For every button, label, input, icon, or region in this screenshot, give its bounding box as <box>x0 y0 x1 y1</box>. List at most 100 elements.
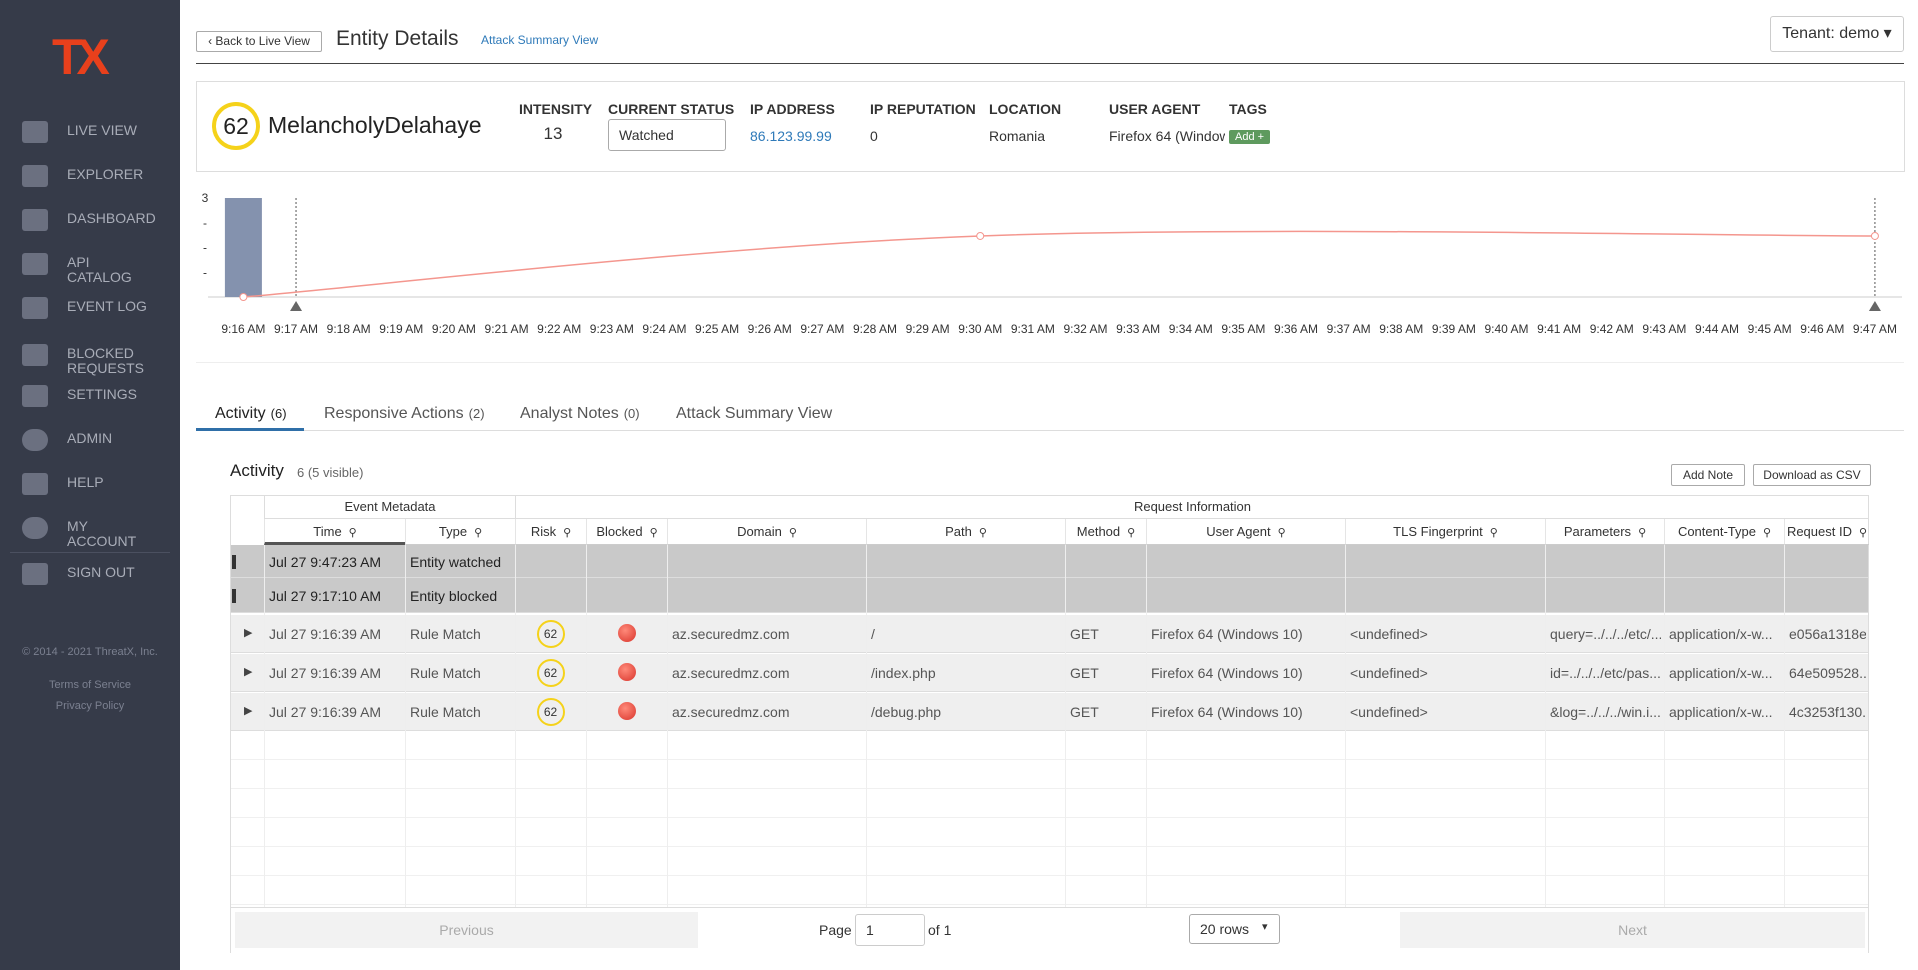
field-value[interactable]: 86.123.99.99 <box>750 128 832 144</box>
tab-label[interactable]: Analyst Notes <box>520 405 619 422</box>
search-icon[interactable]: ⚲ <box>1277 527 1286 539</box>
table-cell: application/x-w... <box>1669 704 1773 720</box>
x-tick-label: 9:41 AM <box>1537 322 1581 336</box>
score-circle: 62 <box>212 102 260 150</box>
search-icon[interactable]: ⚲ <box>788 527 797 539</box>
column-line <box>866 545 867 907</box>
column-header[interactable]: Content-Type ⚲ <box>1664 519 1784 545</box>
nav-item[interactable]: LIVE VIEW <box>67 122 138 138</box>
column-title[interactable]: Method <box>1076 524 1121 539</box>
column-title[interactable]: Domain <box>737 524 782 539</box>
page-label: Page <box>819 922 852 938</box>
nav-item[interactable]: ADMIN <box>67 430 113 446</box>
expand-toggle[interactable]: ▶ <box>244 705 253 717</box>
header-rule <box>196 63 1904 64</box>
column-title[interactable]: Path <box>945 524 972 539</box>
search-icon[interactable]: ⚲ <box>1489 527 1498 539</box>
column-header[interactable]: Method ⚲ <box>1065 519 1146 545</box>
sidebar-footer[interactable]: Privacy Policy <box>55 700 125 712</box>
risk-badge: 62 <box>536 620 565 648</box>
expand-toggle[interactable]: ▶ <box>244 627 253 639</box>
nav-item[interactable]: HELP <box>67 474 104 490</box>
column-title[interactable]: Request ID <box>1786 524 1852 539</box>
table-cell: application/x-w... <box>1669 626 1773 642</box>
search-icon[interactable]: ⚲ <box>474 527 483 539</box>
table-cell: Rule Match <box>410 665 481 681</box>
rows-select[interactable]: 20 rows <box>1189 914 1280 944</box>
nav-item[interactable]: EVENT LOG <box>67 298 147 314</box>
column-title[interactable]: Type <box>438 524 468 539</box>
tenant-select[interactable]: Tenant: demo ▾ <box>1770 16 1904 52</box>
tab[interactable]: Analyst Notes (0) <box>520 405 640 423</box>
column-header[interactable]: TLS Fingerprint ⚲ <box>1345 519 1545 545</box>
nav-icon <box>22 209 48 231</box>
nav-item[interactable]: DASHBOARD <box>67 210 156 226</box>
column-header[interactable]: Time ⚲ <box>264 519 405 545</box>
field-label: TAGS <box>1229 101 1267 117</box>
column-header[interactable]: Domain ⚲ <box>667 519 866 545</box>
add-tag[interactable]: Add + <box>1229 130 1271 144</box>
column-header[interactable]: User Agent ⚲ <box>1146 519 1345 545</box>
search-icon[interactable]: ⚲ <box>348 527 357 539</box>
nav-item[interactable]: BLOCKED REQUESTS <box>67 345 145 376</box>
tab[interactable]: Activity (6) <box>215 405 287 423</box>
column-title[interactable]: TLS Fingerprint <box>1393 524 1483 539</box>
x-tick-label: 9:39 AM <box>1432 322 1476 336</box>
sidebar-footer[interactable]: Terms of Service <box>49 679 131 691</box>
column-header[interactable]: Type ⚲ <box>405 519 515 545</box>
column-header[interactable]: Parameters ⚲ <box>1545 519 1664 545</box>
sidebar-divider <box>10 552 170 553</box>
table-cell: Jul 27 9:47:23 AM <box>269 553 382 570</box>
nav-item[interactable]: SIGN OUT <box>67 564 135 580</box>
column-title[interactable]: User Agent <box>1206 524 1271 539</box>
nav-item[interactable]: EXPLORER <box>67 166 144 182</box>
column-title[interactable]: Parameters <box>1563 524 1632 539</box>
search-icon[interactable]: ⚲ <box>1762 527 1772 539</box>
search-icon[interactable]: ⚲ <box>1858 527 1868 539</box>
status-select[interactable]: Watched <box>608 119 726 151</box>
search-icon[interactable]: ⚲ <box>649 527 658 539</box>
column-line <box>667 545 668 907</box>
column-header[interactable]: Blocked ⚲ <box>586 519 667 545</box>
x-tick-label: 9:29 AM <box>906 322 950 336</box>
nav-item[interactable]: SETTINGS <box>67 386 138 402</box>
table-cell: /debug.php <box>871 704 942 720</box>
x-tick-label: 9:22 AM <box>537 322 581 336</box>
nav-item[interactable]: API CATALOG <box>67 254 132 285</box>
search-icon[interactable]: ⚲ <box>563 527 572 539</box>
expand-toggle[interactable]: ▶ <box>244 666 253 678</box>
y-tick-label: 3 <box>202 191 209 205</box>
column-title[interactable]: Blocked <box>596 524 643 539</box>
table-cell: az.securedmz.com <box>672 665 790 681</box>
column-header[interactable]: Risk ⚲ <box>515 519 586 545</box>
x-tick-label: 9:44 AM <box>1695 322 1739 336</box>
x-tick-label: 9:33 AM <box>1116 322 1160 336</box>
previous-button[interactable]: Previous <box>235 912 698 948</box>
search-icon[interactable]: ⚲ <box>1638 527 1647 539</box>
column-title[interactable]: Content-Type <box>1677 524 1756 539</box>
action-button[interactable]: Add Note <box>1671 464 1745 486</box>
column-header[interactable]: Path ⚲ <box>866 519 1065 545</box>
next-button[interactable]: Next <box>1400 912 1865 948</box>
column-title[interactable]: Time <box>313 524 342 539</box>
action-button[interactable]: Download as CSV <box>1753 464 1871 486</box>
tab-label[interactable]: Activity <box>215 405 266 422</box>
y-tick-label: - <box>203 241 207 255</box>
tab[interactable]: Attack Summary View <box>676 405 832 423</box>
nav-item[interactable]: MY ACCOUNT <box>67 518 137 549</box>
column-header[interactable]: Request ID ⚲ <box>1784 519 1869 545</box>
field-label: CURRENT STATUS <box>608 101 735 117</box>
x-tick-label: 9:26 AM <box>748 322 792 336</box>
column-title[interactable]: Risk <box>530 524 557 539</box>
nav-icon <box>22 385 48 407</box>
page-title: Entity Details <box>336 27 459 50</box>
page-input[interactable]: 1 <box>855 914 925 946</box>
tab[interactable]: Responsive Actions (2) <box>324 405 485 423</box>
search-icon[interactable]: ⚲ <box>978 527 987 539</box>
search-icon[interactable]: ⚲ <box>1127 527 1136 539</box>
table-cell: e056a1318e1 <box>1789 626 1866 642</box>
tab-label[interactable]: Attack Summary View <box>676 405 833 422</box>
summary-link[interactable]: Attack Summary View <box>481 33 599 47</box>
tab-label[interactable]: Responsive Actions <box>324 405 464 422</box>
back-button[interactable]: ‹ Back to Live View <box>196 31 322 52</box>
